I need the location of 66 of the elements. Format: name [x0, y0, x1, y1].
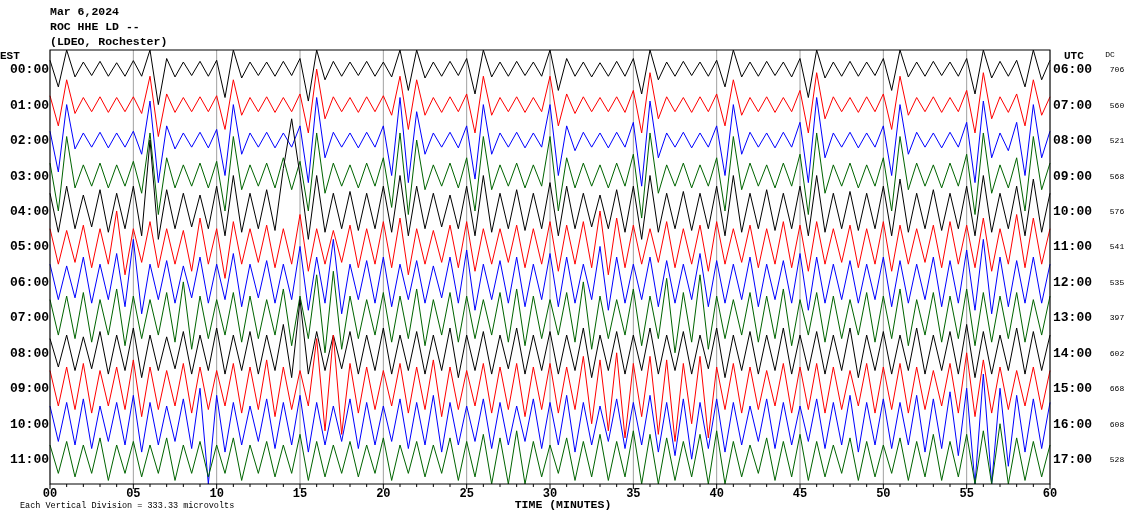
x-tick-label: 25	[459, 487, 474, 501]
y-tick-label: 05:00	[9, 239, 50, 255]
text: 576	[1109, 206, 1125, 216]
y2-tick-label: 17:00	[1053, 452, 1093, 468]
y2-tick-label: 06:00	[1053, 62, 1093, 78]
y-tick-label: 11:00	[9, 452, 50, 468]
y2-tick-label: 15:00	[1053, 381, 1093, 397]
text: (LDEO, Rochester)	[50, 35, 168, 48]
line-series	[49, 270, 1051, 354]
text: 541	[1109, 242, 1125, 252]
y-tick-label: 10:00	[9, 416, 50, 432]
chart-title: Mar 6,2024	[50, 5, 120, 18]
y-axis-title: EST	[0, 50, 21, 62]
line-series	[49, 238, 1051, 315]
y2-tick-label: 09:00	[1053, 168, 1093, 184]
line-series	[49, 68, 1051, 138]
x-tick-label: 30	[542, 487, 558, 501]
x-tick-label: 20	[376, 487, 391, 501]
y2-tick-label: 11:00	[1053, 239, 1093, 255]
text: 608	[1109, 419, 1125, 429]
text: 535	[1109, 277, 1125, 287]
text: 560	[1109, 100, 1125, 110]
text: DC	[1105, 50, 1115, 59]
line-series	[49, 373, 1051, 485]
text: 397	[1109, 313, 1125, 323]
line-series	[49, 423, 1051, 485]
y2-axis-title: UTC	[1064, 50, 1085, 62]
x-tick-label: 45	[792, 487, 808, 501]
text: 602	[1109, 348, 1125, 358]
text: 521	[1109, 136, 1125, 146]
y2-tick-label: 08:00	[1053, 133, 1093, 149]
text: 568	[1109, 171, 1125, 181]
text: Each Vertical Division = 333.33 microvolts	[20, 501, 235, 511]
x-tick-label: 55	[959, 487, 974, 501]
x-axis-title: TIME (MINUTES)	[514, 498, 612, 511]
line-series	[49, 210, 1051, 279]
y2-tick-label: 10:00	[1053, 203, 1093, 219]
text: 706	[1109, 65, 1125, 75]
y2-tick-label: 12:00	[1053, 274, 1093, 290]
x-tick-label: 05	[126, 487, 141, 501]
x-tick-label: 15	[292, 487, 308, 501]
y2-tick-label: 14:00	[1053, 345, 1093, 361]
y-tick-label: 00:00	[9, 62, 50, 78]
y-tick-label: 01:00	[9, 97, 50, 113]
x-tick-label: 35	[626, 487, 641, 501]
line-series	[49, 97, 1051, 187]
y-tick-label: 04:00	[9, 203, 50, 219]
x-tick-label: 00	[42, 487, 58, 501]
text: 528	[1109, 455, 1125, 465]
y-tick-label: 07:00	[9, 310, 50, 326]
y2-tick-label: 13:00	[1053, 310, 1093, 326]
y2-tick-label: 16:00	[1053, 416, 1093, 432]
chart-subtitle: ROC HHE LD --	[50, 20, 140, 33]
line-series	[49, 132, 1051, 219]
y-tick-label: 03:00	[9, 168, 50, 184]
x-tick-label: 40	[709, 487, 724, 501]
x-tick-label: 10	[209, 487, 224, 501]
y-tick-label: 06:00	[9, 274, 50, 290]
x-tick-label: 50	[876, 487, 891, 501]
y-tick-label: 09:00	[9, 381, 50, 397]
y-tick-label: 08:00	[9, 345, 50, 361]
y-tick-label: 02:00	[9, 133, 50, 149]
x-tick-label: 60	[1042, 487, 1058, 501]
y2-tick-label: 07:00	[1053, 97, 1093, 113]
line-series	[49, 334, 1051, 442]
text: 668	[1109, 384, 1125, 394]
